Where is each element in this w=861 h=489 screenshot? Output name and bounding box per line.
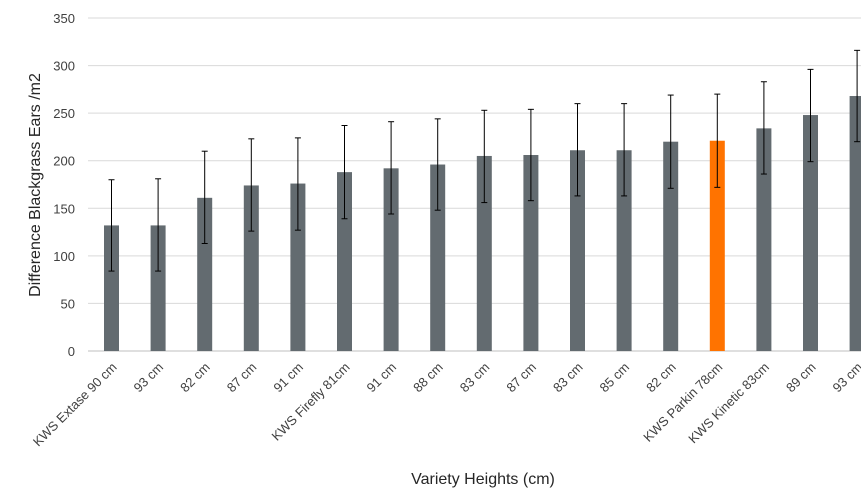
gridlines <box>88 17 861 352</box>
y-tick-label: 350 <box>53 11 75 26</box>
x-tick-label: 83 cm <box>550 360 586 396</box>
bar <box>663 141 679 351</box>
x-axis-tick-labels: KWS Extase 90 cm 93 cm 82 cm 87 cm 91 cmKWS … <box>30 360 861 450</box>
x-axis-title: Variety Heights (cm) <box>411 471 555 488</box>
y-tick-label: 200 <box>53 154 75 169</box>
y-axis-title: Difference Blackgrass Ears /m2 <box>27 73 44 297</box>
y-tick-label: 250 <box>53 106 75 121</box>
x-tick-label: 85 cm <box>597 360 633 396</box>
x-tick-label: 87 cm <box>503 360 539 396</box>
x-tick-label: 93 cm <box>830 360 861 396</box>
bar <box>570 150 585 351</box>
x-tick-label: 89 cm <box>783 360 819 396</box>
x-tick-label: KWS Firefly 81cm <box>268 360 352 444</box>
x-tick-label: 83 cm <box>457 360 493 396</box>
bar <box>616 150 632 351</box>
error-bars <box>108 49 861 272</box>
y-axis-tick-labels: 0 50 100 150 200 250 300 350 <box>53 11 75 359</box>
x-tick-label: KWS Extase 90 cm <box>30 360 120 450</box>
x-tick-label: 82 cm <box>643 360 679 396</box>
bar <box>243 185 259 351</box>
bar <box>430 164 446 351</box>
x-tick-label: 87 cm <box>224 360 260 396</box>
bar <box>290 183 306 351</box>
y-tick-label: 0 <box>68 344 75 359</box>
bar <box>476 155 492 351</box>
x-tick-label: 82 cm <box>177 360 213 396</box>
bar <box>104 225 119 351</box>
bar <box>709 140 725 351</box>
y-tick-label: 50 <box>61 296 75 311</box>
bar <box>849 96 861 351</box>
x-tick-label: 93 cm <box>131 360 167 396</box>
y-tick-label: 100 <box>53 249 75 264</box>
bar <box>150 225 166 351</box>
bar <box>197 197 213 351</box>
x-tick-label: KWS Kinetic 83cm <box>685 360 772 447</box>
x-tick-label: 91 cm <box>270 360 306 396</box>
bar <box>383 168 399 351</box>
x-tick-label: 91 cm <box>364 360 400 396</box>
bar <box>523 155 539 351</box>
y-tick-label: 150 <box>53 201 75 216</box>
bars <box>104 96 861 351</box>
bar <box>756 128 772 351</box>
x-tick-label: KWS Parkin 78cm <box>640 360 725 445</box>
bar <box>803 115 818 351</box>
y-tick-label: 300 <box>53 59 75 74</box>
x-tick-label: 88 cm <box>410 360 446 396</box>
bar <box>337 172 352 351</box>
